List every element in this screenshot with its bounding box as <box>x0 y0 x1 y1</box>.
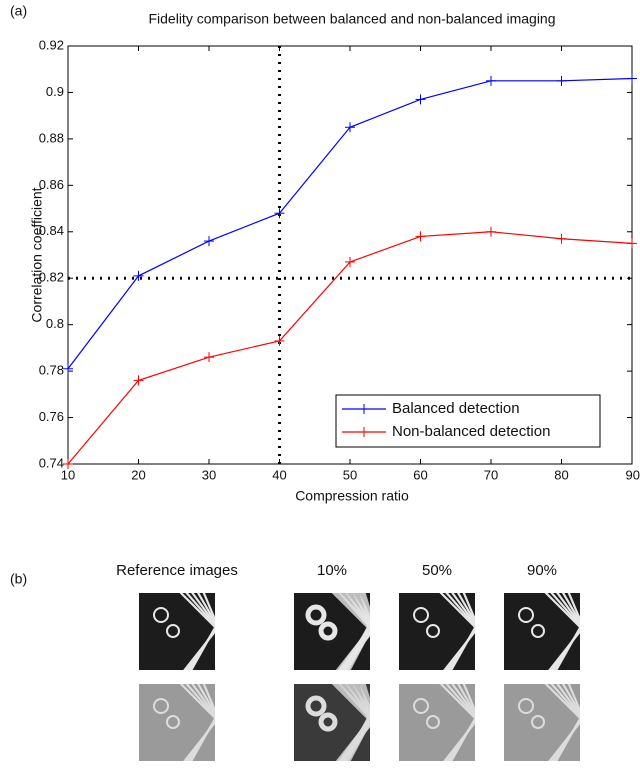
glyph <box>305 604 327 626</box>
glyph <box>166 715 180 729</box>
thumbnail <box>504 684 580 761</box>
y-tick-label: 0.84 <box>39 223 64 238</box>
stripe <box>344 593 370 670</box>
y-tick-label: 0.76 <box>39 409 64 424</box>
glyph <box>426 624 440 638</box>
y-tick-label: 0.88 <box>39 130 64 145</box>
marker <box>486 75 496 86</box>
thumb-bg <box>399 684 475 761</box>
chart-title: Fidelity comparison between balanced and… <box>148 11 555 27</box>
thumb-bg <box>139 684 215 761</box>
stripe <box>450 593 475 670</box>
stripe <box>344 684 370 761</box>
glyph <box>318 621 338 641</box>
marker <box>415 231 426 242</box>
y-tick-label: 0.74 <box>39 455 64 470</box>
thumb-content <box>413 684 475 761</box>
stripe <box>450 684 475 761</box>
thumbnail <box>139 684 215 761</box>
thumb-bg <box>504 684 580 761</box>
marker <box>274 335 285 346</box>
marker <box>204 352 214 363</box>
x-tick-label: 60 <box>413 467 427 482</box>
marker <box>345 256 355 267</box>
x-tick-label: 70 <box>484 467 498 482</box>
marker <box>204 236 214 247</box>
x-tick-label: 40 <box>272 467 286 482</box>
thumbnail <box>139 593 215 670</box>
y-tick-label: 0.78 <box>39 363 64 378</box>
marker <box>133 375 144 386</box>
thumb-content <box>305 684 370 761</box>
glyph <box>518 698 534 714</box>
marker <box>415 94 426 105</box>
column-label: 50% <box>422 562 452 579</box>
y-tick-label: 0.92 <box>39 37 64 52</box>
glyph <box>531 715 545 729</box>
marker <box>556 75 567 86</box>
glyph <box>426 715 440 729</box>
x-tick-label: 30 <box>202 467 216 482</box>
thumb-bg <box>504 593 580 670</box>
y-axis-label: Correlation coefficient <box>29 187 45 322</box>
glyph <box>413 607 429 623</box>
panel-label: (a) <box>10 3 27 19</box>
x-tick-label: 50 <box>343 467 357 482</box>
thumb-content <box>153 593 215 670</box>
x-tick-label: 10 <box>61 467 75 482</box>
column-label: Reference images <box>116 562 238 579</box>
marker <box>486 226 496 237</box>
x-tick-label: 80 <box>554 467 568 482</box>
glyph <box>153 698 169 714</box>
glyph <box>166 624 180 638</box>
stripe <box>190 684 215 761</box>
glyph <box>531 624 545 638</box>
thumbnail <box>294 593 370 670</box>
y-tick-label: 0.86 <box>39 177 64 192</box>
stripe <box>555 593 580 670</box>
marker <box>359 404 369 414</box>
marker <box>627 238 637 249</box>
legend-label: Non-balanced detection <box>392 423 550 440</box>
x-axis-label: Compression ratio <box>295 488 409 504</box>
marker <box>63 459 73 469</box>
marker <box>133 270 144 281</box>
thumb-bg <box>139 593 215 670</box>
marker <box>359 427 369 437</box>
marker <box>627 73 637 84</box>
stripe <box>555 684 580 761</box>
stripe <box>190 593 215 670</box>
thumb-bg <box>399 593 475 670</box>
y-tick-label: 0.82 <box>39 270 64 285</box>
column-label: 90% <box>527 562 557 579</box>
thumbnail <box>504 593 580 670</box>
thumb-content <box>413 593 475 670</box>
thumb-content <box>518 684 580 761</box>
y-tick-label: 0.8 <box>46 316 64 331</box>
thumbnail <box>399 593 475 670</box>
x-tick-label: 20 <box>131 467 145 482</box>
thumbnail <box>399 684 475 761</box>
glyph <box>318 712 338 732</box>
glyph <box>153 607 169 623</box>
marker <box>345 122 355 133</box>
marker <box>556 233 567 244</box>
series-line <box>67 77 633 370</box>
panel-label: (b) <box>10 571 27 587</box>
marker <box>274 208 285 219</box>
thumbnail <box>294 684 370 761</box>
glyph <box>518 607 534 623</box>
glyph <box>305 695 327 717</box>
y-tick-label: 0.9 <box>46 84 64 99</box>
legend-label: Balanced detection <box>392 400 520 417</box>
thumb-content <box>518 593 580 670</box>
legend-box <box>335 394 601 448</box>
glyph <box>413 698 429 714</box>
marker <box>63 363 73 374</box>
thumb-content <box>153 684 215 761</box>
x-tick-label: 90 <box>626 467 640 482</box>
column-label: 10% <box>317 562 347 579</box>
thumb-content <box>305 593 370 670</box>
